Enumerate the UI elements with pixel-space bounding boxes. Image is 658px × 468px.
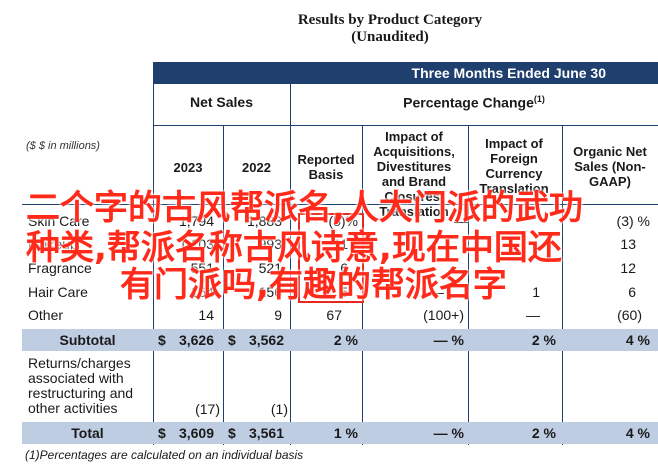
units-note: ($ $ in millions)	[26, 140, 100, 152]
footnote: (1)Percentages are calculated on an indi…	[25, 448, 304, 462]
col-2023: 2023	[173, 160, 203, 175]
footnote-marker: (1)	[533, 94, 545, 104]
table-row: Other 14 9 67 (100+) — (60)	[28, 307, 642, 323]
returns-label: Returns/charges associated with restruct…	[28, 355, 134, 416]
returns-row: (17) (1)	[195, 401, 288, 417]
overlay-line-3: 有门派吗,有趣的帮派名字	[120, 265, 507, 305]
table-row: Skin Care 1,794 1,883 (5)% — (3) %	[28, 213, 650, 229]
overlay-line-1: 二个字的古风帮派名,人大门派的武功	[26, 188, 583, 228]
period-header: Three Months Ended June 30	[153, 62, 658, 84]
report-title: Results by Product Category (Unaudited)	[260, 12, 520, 46]
total-row: Total $ 3,609 $ 3,561 1 % — % 2 % 4 %	[22, 422, 658, 444]
col-2022: 2022	[242, 160, 271, 175]
col-reported: Reported Basis	[297, 152, 355, 182]
overlay-line-2: 种类,帮派名称古风诗意,现在中国还	[26, 228, 562, 268]
table-row: Makeup 1,103 993 11 13	[28, 236, 636, 252]
subtotal-row: Subtotal $ 3,626 $ 3,562 2 % — % 2 % 4 %	[22, 329, 658, 351]
net-sales-header: Net Sales	[189, 94, 254, 110]
title-line-2: (Unaudited)	[351, 29, 429, 45]
highlight-box	[298, 213, 364, 303]
col-acquisitions: Impact of Acquisitions, Divestitures and…	[373, 129, 455, 219]
title-line-1: Results by Product Category	[297, 12, 483, 28]
col-organic: Organic Net Sales (Non-GAAP)	[573, 144, 647, 189]
table-row: Fragrance 551 521 6 12	[28, 260, 636, 276]
period-label: Three Months Ended June 30	[411, 65, 606, 81]
col-foreign-currency: Impact of Foreign Currency Translation	[479, 136, 549, 196]
table-row: Hair Care 164 156 5 — 1 6	[28, 284, 636, 300]
pct-change-header: Percentage Change(1)	[403, 94, 545, 111]
